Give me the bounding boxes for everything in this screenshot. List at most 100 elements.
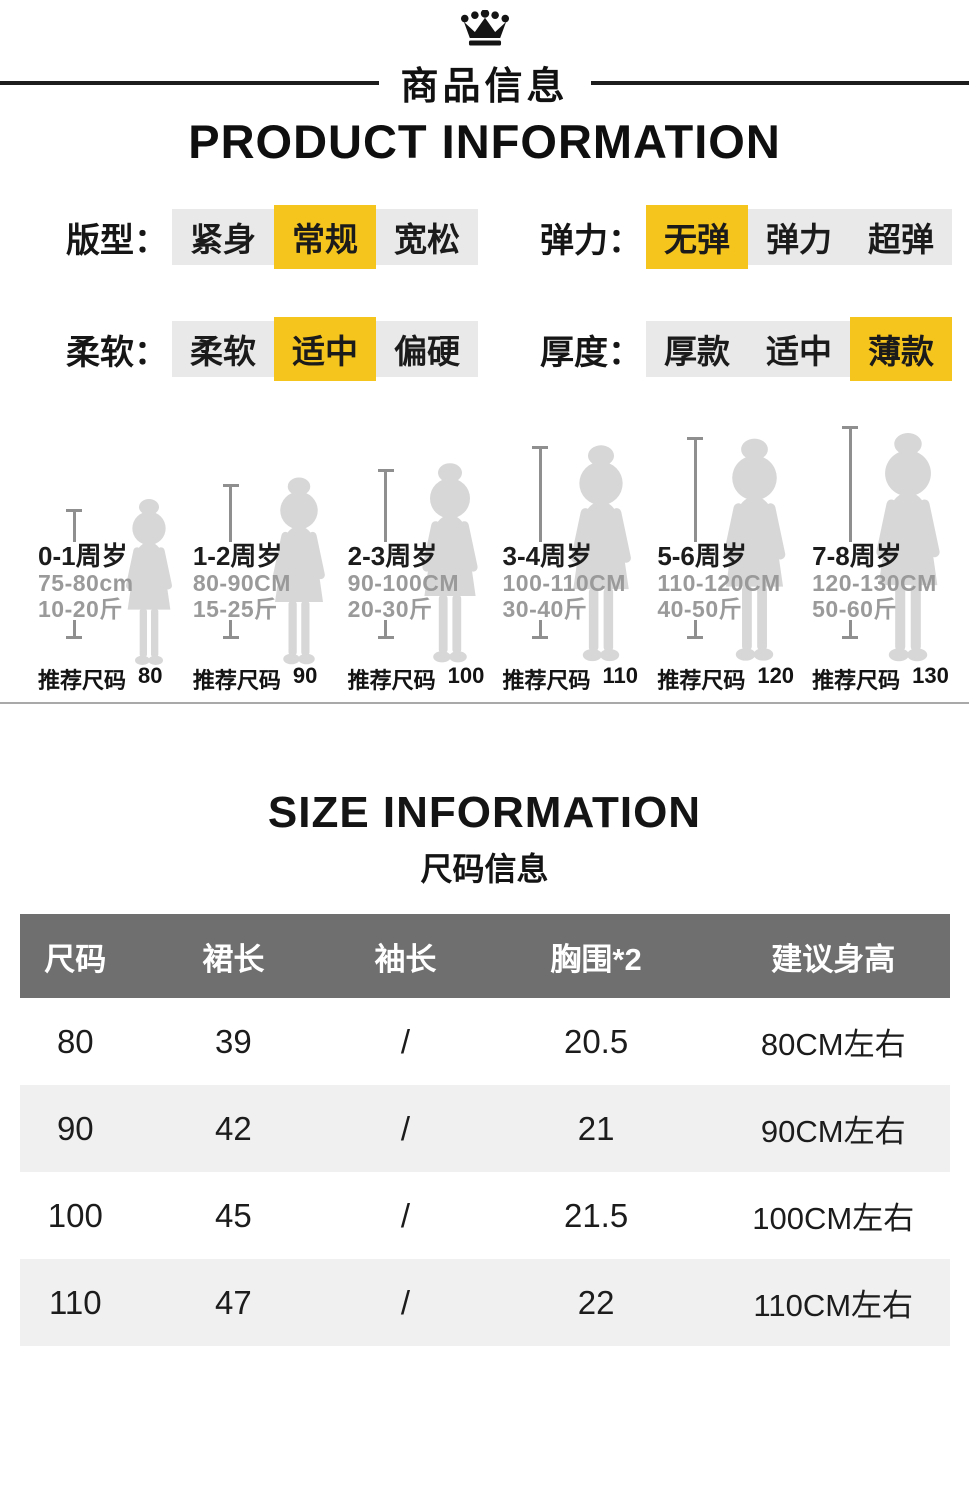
col-header-skirt-length: 裙长 [131,914,336,998]
recommended-size-label: 推荐尺码 [502,668,591,693]
age-group-text: 5-6周岁 110-120CM 40-50斤 [657,542,780,622]
recommended-size: 推荐尺码 80 [38,663,163,695]
measure-line-bottom [66,620,82,639]
attr-row-2: 柔软： 柔软 适中 偏硬 厚度： 厚款 适中 薄款 [0,317,969,381]
recommended-size-value: 90 [292,663,318,688]
option-chip-selected: 无弹 [646,205,748,269]
cell-sleeve-length: / [400,1022,411,1060]
cell-sleeve-length: / [400,1109,411,1147]
height-range: 120-130CM [812,570,937,596]
measure-line-bottom [222,620,239,639]
measure-line-top [532,446,549,542]
age-group-text: 7-8周岁 120-130CM 50-60斤 [812,542,937,622]
weight-range: 20-30斤 [347,596,433,622]
measure-line-bottom [377,620,394,639]
age-range: 0-1周岁 [38,541,128,571]
age-group-text: 0-1周岁 75-80cm 10-20斤 [38,542,134,622]
age-range: 3-4周岁 [502,541,593,571]
option-chip-selected: 薄款 [850,317,952,381]
cell-sleeve-length: / [400,1283,411,1321]
cell-chest: 20.5 [563,1022,629,1060]
weight-range: 15-25斤 [192,596,278,622]
table-row: 110 47 / 22 110CM左右 [19,1259,950,1346]
cell-skirt-length: 45 [215,1196,252,1234]
measure-line-top [222,484,239,542]
weight-range: 50-60斤 [812,596,897,622]
recommended-size-label: 推荐尺码 [657,668,746,693]
table-row: 90 42 / 21 90CM左右 [19,1085,950,1172]
cell-skirt-length: 47 [215,1283,252,1321]
cell-size: 100 [47,1196,103,1234]
table-row: 100 45 / 21.5 100CM左右 [20,1172,950,1259]
age-range: 7-8周岁 [812,541,902,571]
title-zh-row: 商品信息 [0,55,969,110]
option-chip: 紧身 [172,209,274,265]
page-title-en: PRODUCT INFORMATION [188,115,781,168]
option-chip: 宽松 [376,209,478,265]
height-range: 90-100CM [347,570,460,596]
attr-elasticity-options: 无弹 弹力 超弹 [646,205,952,269]
attr-thickness-label: 厚度： [540,333,642,372]
recommended-size-label: 推荐尺码 [192,668,281,693]
age-group-2-3: 2-3周岁 90-100CM 20-30斤 推荐尺码 100 [346,414,501,702]
size-title-en: SIZE INFORMATION [267,788,702,837]
attr-thickness-options: 厚款 适中 薄款 [646,317,952,381]
cell-size: 90 [56,1109,94,1147]
recommended-size-value: 80 [138,663,163,688]
cell-skirt-length: 39 [215,1022,252,1060]
recommended-size: 推荐尺码 130 [812,663,949,695]
option-chip: 柔软 [172,321,274,377]
recommended-size-value: 100 [447,663,485,688]
measure-line-bottom [687,620,704,639]
age-group-text: 2-3周岁 90-100CM 20-30斤 [348,542,459,622]
option-chip: 超弹 [850,209,952,265]
page-title-zh: 商品信息 [400,66,569,108]
size-title-zh: 尺码信息 [420,851,549,887]
size-table-header-row: 尺码 裙长 袖长 胸围*2 建议身高 [19,914,950,998]
attr-fit-options: 紧身 常规 宽松 [172,205,478,269]
option-chip: 偏硬 [376,321,478,377]
divider-left [0,80,379,85]
attr-softness-options: 柔软 适中 偏硬 [172,317,478,381]
table-row: 80 39 / 20.5 80CM左右 [20,998,950,1085]
age-size-chart: 0-1周岁 75-80cm 10-20斤 推荐尺码 80 1-2周岁 80-90… [0,414,969,704]
attr-fit: 版型： 紧身 常规 宽松 [66,205,478,269]
age-group-3-4: 3-4周岁 100-110CM 30-40斤 推荐尺码 110 [500,414,655,702]
age-range: 5-6周岁 [657,541,747,571]
weight-range: 30-40斤 [502,596,588,622]
height-range: 100-110CM [502,570,626,596]
measure-line-top [66,509,82,542]
recommended-size: 推荐尺码 110 [502,663,638,695]
cell-chest: 22 [577,1283,615,1321]
cell-height: 90CM左右 [760,1114,906,1149]
attr-softness: 柔软： 柔软 适中 偏硬 [66,317,478,381]
col-header-size: 尺码 [19,914,132,998]
measure-line-top [842,426,859,542]
cell-sleeve-length: / [400,1196,411,1234]
cell-skirt-length: 42 [215,1109,252,1147]
recommended-size-label: 推荐尺码 [347,668,436,693]
cell-chest: 21 [577,1109,615,1147]
cell-height: 110CM左右 [753,1288,914,1323]
recommended-size-value: 130 [912,663,949,688]
height-range: 75-80cm [38,570,134,596]
recommended-size: 推荐尺码 100 [348,663,485,695]
attr-elasticity-label: 弹力： [540,221,642,260]
measure-line-top [687,437,704,542]
height-range: 80-90CM [192,570,291,596]
cell-size: 110 [48,1283,102,1321]
recommended-size: 推荐尺码 90 [193,663,318,695]
recommended-size-value: 120 [757,663,795,688]
option-chip-selected: 常规 [274,205,376,269]
cell-height: 80CM左右 [760,1027,906,1062]
measure-line-bottom [842,620,859,639]
recommended-size-value: 110 [602,663,639,688]
crown-icon [0,9,969,49]
age-group-5-6: 5-6周岁 110-120CM 40-50斤 推荐尺码 120 [655,414,810,702]
attributes-section: 版型： 紧身 常规 宽松 弹力： 无弹 弹力 超弹 柔软： 柔软 适中 偏硬 [0,205,969,381]
weight-range: 10-20斤 [38,596,123,622]
recommended-size: 推荐尺码 120 [657,663,794,695]
attr-fit-label: 版型： [66,221,168,260]
attr-softness-label: 柔软： [66,333,168,372]
height-range: 110-120CM [657,570,781,596]
